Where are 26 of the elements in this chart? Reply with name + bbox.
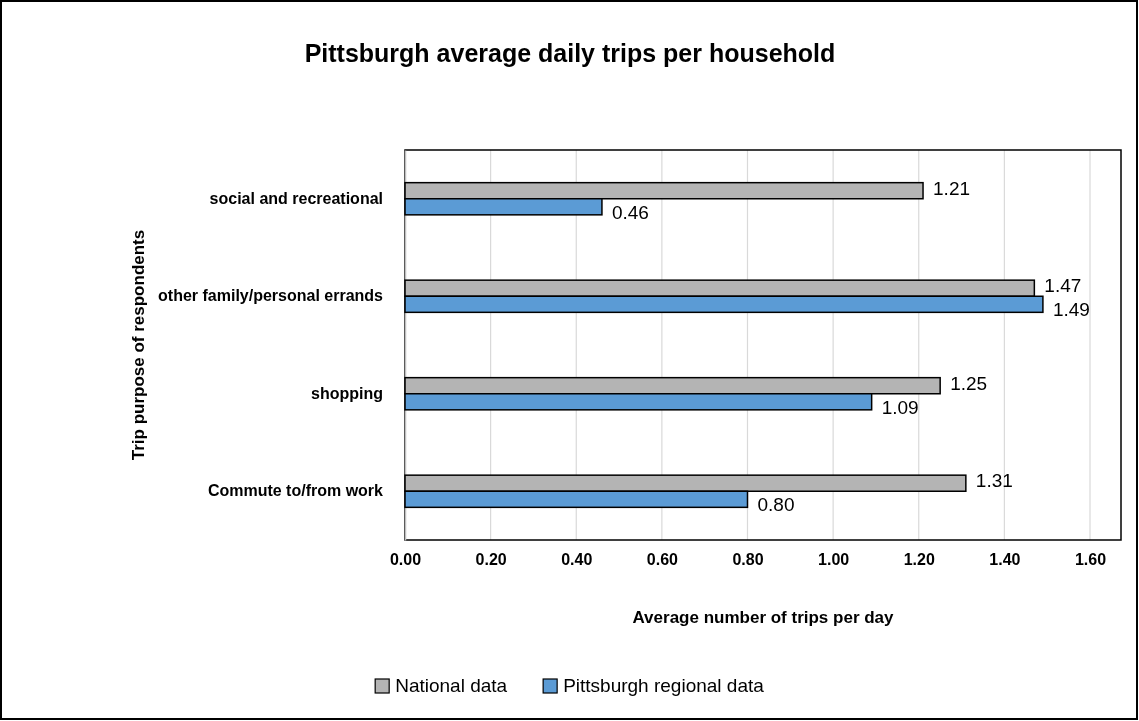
x-tick-label: 1.60 <box>1074 551 1107 569</box>
y-axis-title: Trip purpose of respondents <box>129 229 149 461</box>
data-label: 0.80 <box>757 494 795 516</box>
x-tick-label: 1.40 <box>989 551 1021 569</box>
data-label: 1.31 <box>975 470 1013 492</box>
x-tick-label: 1.20 <box>903 551 935 569</box>
data-label: 1.09 <box>881 396 919 418</box>
x-tick-label: 0.40 <box>561 551 593 569</box>
y-tick-label: other family/personal errands <box>158 287 384 305</box>
data-label: 1.47 <box>1044 275 1082 297</box>
legend-label: National data <box>395 675 508 696</box>
x-tick-label: 0.00 <box>389 551 422 569</box>
x-axis-title: Average number of trips per day <box>632 608 895 627</box>
x-tick-label: 0.80 <box>732 551 764 569</box>
data-label: 1.21 <box>933 177 971 199</box>
chart-title: Pittsburgh average daily trips per household <box>304 39 836 67</box>
x-tick-label: 1.00 <box>818 551 850 569</box>
y-tick-label: shopping <box>311 384 383 402</box>
y-tick-label: social and recreational <box>209 189 383 207</box>
data-label: 1.25 <box>950 372 988 394</box>
x-tick-label: 0.20 <box>475 551 507 569</box>
data-label: 0.46 <box>611 201 649 223</box>
data-label: 1.49 <box>1052 299 1090 321</box>
x-tick-label: 0.60 <box>646 551 679 569</box>
legend-label: Pittsburgh regional data <box>563 675 765 696</box>
y-tick-label: Commute to/from work <box>207 482 384 500</box>
